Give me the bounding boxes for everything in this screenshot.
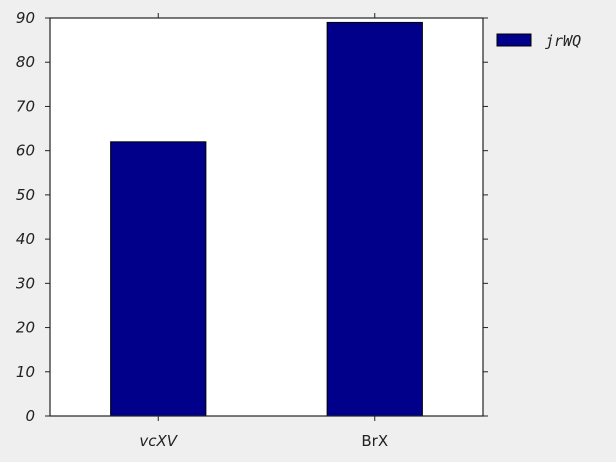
y-tick-label: 60 [16, 142, 35, 160]
legend-label-jrwq: jrWQ [545, 32, 581, 50]
y-tick-label: 90 [16, 9, 35, 27]
y-tick-label: 50 [16, 186, 35, 204]
plot-frame [49, 17, 484, 417]
legend: jrWQ [496, 32, 581, 50]
y-tick-label: 0 [25, 407, 35, 425]
bar-brx [326, 21, 423, 417]
y-axis-ticks: 0 10 20 30 40 50 60 70 80 90 [16, 9, 488, 425]
y-tick-label: 40 [16, 230, 35, 248]
x-axis-ticks: vcXV BrX [139, 13, 388, 450]
bars-group [110, 21, 423, 417]
bar-vcxv [110, 141, 207, 417]
y-tick-label: 20 [16, 319, 35, 337]
y-tick-label: 10 [16, 363, 35, 381]
x-tick-label-brx: BrX [361, 432, 388, 450]
y-tick-label: 30 [16, 274, 35, 292]
y-tick-label: 70 [16, 97, 35, 115]
x-tick-label-vcxv: vcXV [139, 432, 178, 450]
legend-swatch-jrwq [496, 33, 532, 47]
y-tick-label: 80 [16, 53, 35, 71]
